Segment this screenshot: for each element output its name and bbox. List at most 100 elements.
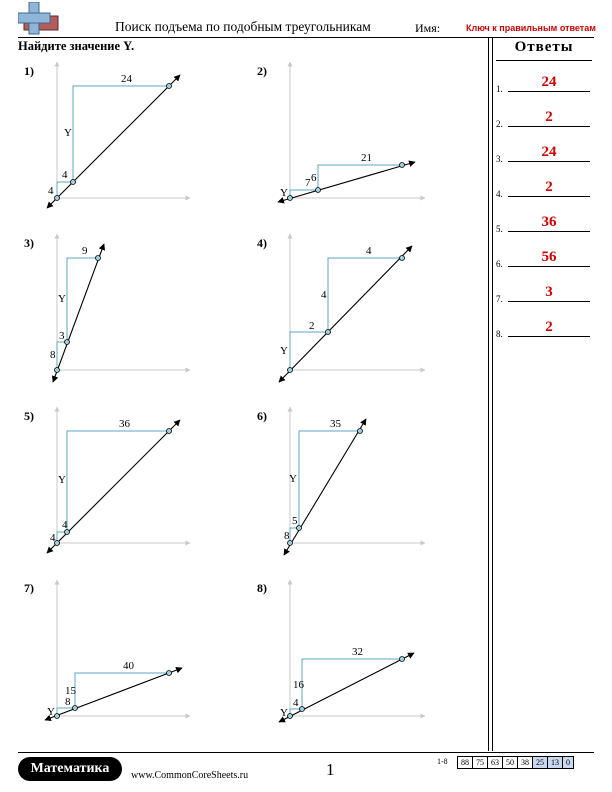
line-point bbox=[399, 255, 405, 261]
answer-column-border bbox=[488, 37, 489, 751]
score-cell: 25 bbox=[532, 756, 548, 769]
score-table: 88 75 63 50 38 25 13 0 bbox=[457, 756, 574, 769]
answer-value: 36 bbox=[541, 214, 557, 230]
line-point bbox=[299, 706, 305, 712]
answer-row: 8. 2 bbox=[494, 315, 594, 339]
slope-line bbox=[46, 74, 181, 209]
big-rise-label: Y bbox=[58, 474, 66, 486]
answer-number: 1. bbox=[496, 84, 503, 94]
small-run-label: 2 bbox=[309, 320, 315, 332]
brand-badge: Математика bbox=[18, 757, 122, 781]
slope-line bbox=[44, 667, 183, 721]
answer-row: 4. 2 bbox=[494, 175, 594, 199]
small-rise-label: Y bbox=[280, 187, 288, 199]
small-run-label: 4 bbox=[62, 169, 68, 181]
answer-number: 8. bbox=[496, 329, 503, 339]
problem-7-number: 7) bbox=[24, 581, 34, 595]
plus-logo-icon bbox=[18, 2, 59, 35]
large-triangle-legs bbox=[66, 257, 98, 342]
line-point bbox=[296, 525, 302, 531]
answers-heading-rule bbox=[496, 60, 592, 61]
line-point bbox=[357, 428, 363, 434]
line-point bbox=[287, 713, 293, 719]
big-rise-label: Y bbox=[58, 293, 66, 305]
line-point bbox=[64, 339, 70, 345]
line-point bbox=[315, 187, 321, 193]
score-cell: 75 bbox=[472, 756, 488, 769]
answer-number: 3. bbox=[496, 154, 503, 164]
score-cell: 50 bbox=[502, 756, 518, 769]
big-rise-label: 16 bbox=[293, 679, 305, 691]
score-cell: 13 bbox=[547, 756, 563, 769]
answer-value: 24 bbox=[541, 74, 557, 90]
big-rise-label: 6 bbox=[311, 172, 317, 184]
small-rise-label: 8 bbox=[284, 530, 290, 542]
big-run-label: 32 bbox=[352, 646, 363, 658]
footer-divider bbox=[18, 752, 594, 753]
small-rise-label: Y bbox=[280, 345, 288, 357]
problem-2-number: 2) bbox=[257, 64, 267, 78]
answer-value: 3 bbox=[545, 284, 553, 300]
answers-heading: Ответы bbox=[514, 39, 574, 55]
small-rise-label: Y bbox=[280, 707, 288, 719]
big-run-label: 9 bbox=[82, 245, 88, 257]
answer-row: 2. 2 bbox=[494, 105, 594, 129]
answer-number: 5. bbox=[496, 224, 503, 234]
website-link[interactable]: www.CommonCoreSheets.ru bbox=[131, 770, 249, 781]
score-range: 1-8 bbox=[437, 757, 448, 766]
answer-number: 7. bbox=[496, 294, 503, 304]
line-point bbox=[166, 428, 172, 434]
answer-line bbox=[508, 91, 590, 92]
problem-5-number: 5) bbox=[24, 409, 34, 423]
answer-row: 6. 56 bbox=[494, 245, 594, 269]
slope-line bbox=[51, 243, 106, 383]
line-point bbox=[54, 195, 60, 201]
answer-value: 2 bbox=[545, 319, 553, 335]
line-point bbox=[399, 656, 405, 662]
line-point bbox=[72, 705, 78, 711]
slope-line bbox=[283, 418, 367, 556]
line-point bbox=[70, 179, 76, 185]
line-point bbox=[64, 529, 70, 535]
score-cell: 88 bbox=[457, 756, 473, 769]
small-run-label: 4 bbox=[62, 519, 68, 531]
big-rise-label: Y bbox=[64, 127, 72, 139]
slope-line bbox=[278, 245, 413, 383]
line-point bbox=[287, 540, 293, 546]
answer-value: 24 bbox=[541, 144, 557, 160]
answer-column-border-inner bbox=[492, 37, 493, 751]
answer-row: 5. 36 bbox=[494, 210, 594, 234]
answer-line bbox=[508, 336, 590, 337]
worksheet-title: Поиск подъема по подобным треугольникам bbox=[115, 19, 371, 34]
line-point bbox=[325, 329, 331, 335]
line-point bbox=[54, 367, 60, 373]
big-rise-label: 4 bbox=[321, 289, 327, 301]
answer-key-label: Ключ к правильным ответам bbox=[466, 23, 596, 33]
big-rise-label: 15 bbox=[65, 685, 77, 697]
line-point bbox=[54, 540, 60, 546]
big-run-label: 36 bbox=[119, 418, 131, 430]
page-number: 1 bbox=[326, 760, 335, 779]
answer-number: 2. bbox=[496, 119, 503, 129]
problem-4-number: 4) bbox=[257, 236, 267, 250]
answer-number: 6. bbox=[496, 259, 503, 269]
answer-value: 56 bbox=[541, 249, 557, 265]
instructions: Найдите значение Y. bbox=[18, 39, 135, 53]
small-rise-label: Y bbox=[47, 706, 55, 718]
score-cell: 38 bbox=[517, 756, 533, 769]
answer-number: 4. bbox=[496, 189, 503, 199]
answer-value: 2 bbox=[545, 109, 553, 125]
score-cell: 63 bbox=[487, 756, 503, 769]
small-rise-label: 4 bbox=[50, 532, 56, 544]
line-point bbox=[287, 195, 293, 201]
answer-value: 2 bbox=[545, 179, 553, 195]
line-point bbox=[287, 367, 293, 373]
big-run-label: 24 bbox=[121, 73, 133, 85]
answer-row: 3. 24 bbox=[494, 140, 594, 164]
big-run-label: 4 bbox=[366, 245, 372, 257]
problem-6-number: 6) bbox=[257, 409, 267, 423]
answer-line bbox=[508, 126, 590, 127]
answer-line bbox=[508, 231, 590, 232]
line-point bbox=[166, 83, 172, 89]
